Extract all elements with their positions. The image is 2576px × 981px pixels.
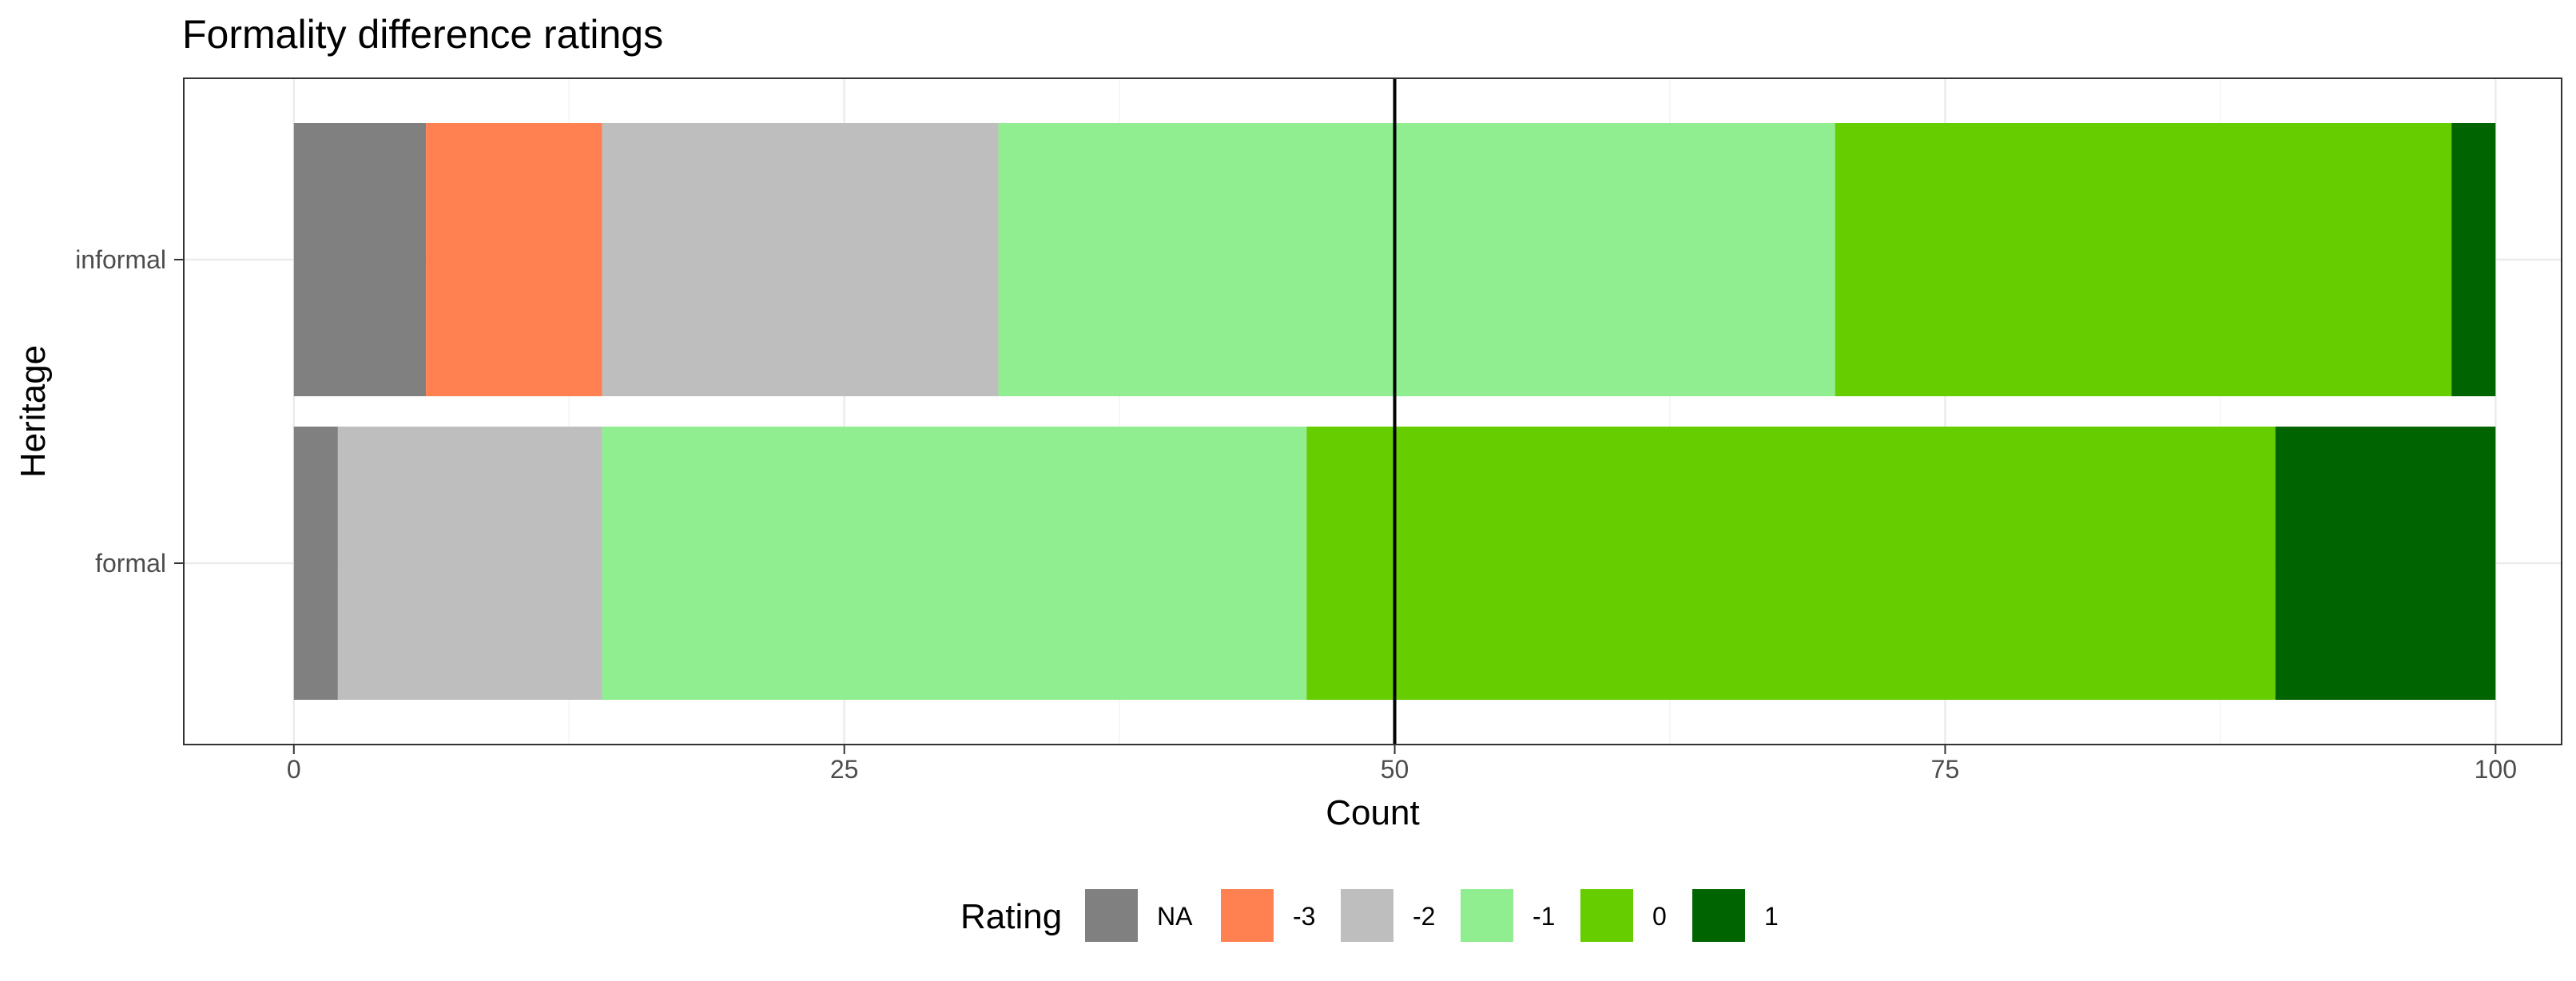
- bar-segment: [2451, 123, 2496, 396]
- y-tick-label: formal: [95, 549, 166, 578]
- legend-key: [1580, 889, 1633, 942]
- x-tick-label: 50: [1381, 755, 1409, 784]
- x-tick-label: 0: [287, 755, 301, 784]
- legend-key: [1341, 889, 1393, 942]
- plot-border: [183, 77, 2562, 745]
- bar-segment: [293, 123, 427, 396]
- chart-title: Formality difference ratings: [182, 12, 663, 57]
- bar-segment: [426, 123, 602, 396]
- legend-key: [1692, 889, 1745, 942]
- bar-segment: [602, 427, 1307, 700]
- x-axis-title: Count: [1326, 793, 1419, 832]
- bar-segment: [2275, 427, 2496, 700]
- x-tick-label: 25: [830, 755, 859, 784]
- legend-label: 1: [1764, 902, 1779, 931]
- legend-label: 0: [1652, 902, 1667, 931]
- legend-key: [1085, 889, 1138, 942]
- bar-segment: [998, 123, 1835, 396]
- x-tick-label: 75: [1931, 755, 1960, 784]
- bar-segment: [1306, 427, 2276, 700]
- y-tick-label: informal: [75, 245, 166, 274]
- y-axis: informal formal: [75, 245, 184, 578]
- x-tick-label: 100: [2475, 755, 2517, 784]
- legend-label: -1: [1532, 902, 1555, 931]
- legend-label: -3: [1293, 902, 1315, 931]
- bar-segment: [293, 427, 338, 700]
- legend: Rating NA -3 -2 -1 0 1: [960, 889, 1779, 942]
- legend-label: NA: [1157, 902, 1193, 931]
- x-axis: 0 25 50 75 100: [287, 745, 2517, 784]
- y-axis-title: Heritage: [14, 345, 53, 478]
- legend-label: -2: [1413, 902, 1435, 931]
- bar-segment: [1835, 123, 2452, 396]
- legend-key: [1221, 889, 1274, 942]
- legend-key: [1461, 889, 1513, 942]
- bars: [293, 123, 2496, 700]
- bar-segment: [337, 427, 602, 700]
- bar-segment: [602, 123, 999, 396]
- legend-title: Rating: [960, 897, 1062, 936]
